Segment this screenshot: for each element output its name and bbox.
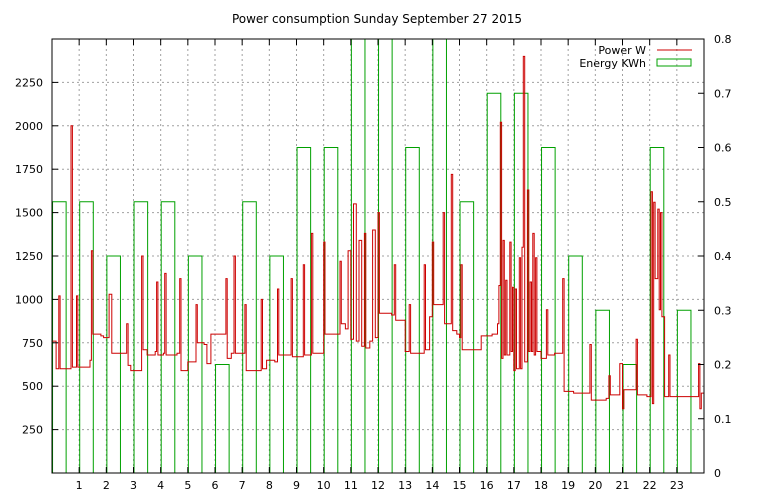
y-right-tick-label-0.1: 0.1: [714, 413, 732, 426]
x-tick-label-1: 1: [76, 479, 83, 492]
energy-bar-hour-16: [486, 92, 502, 474]
x-tick-label-18: 18: [534, 479, 548, 492]
y-right-tick-label-0.3: 0.3: [714, 304, 732, 317]
y-right-tick-label-0.8: 0.8: [714, 33, 732, 46]
x-tick-label-13: 13: [398, 479, 412, 492]
x-tick-label-16: 16: [480, 479, 494, 492]
x-tick-label-22: 22: [643, 479, 657, 492]
y-left-tick-label-1750: 1750: [15, 163, 43, 176]
legend: Power W Energy KWh: [579, 44, 692, 70]
x-tick-label-12: 12: [371, 479, 385, 492]
energy-bar-hour-19: [568, 255, 583, 474]
energy-bar-hour-5: [187, 255, 203, 474]
energy-bar-hour-6: [215, 364, 230, 474]
energy-bar-hour-4: [160, 201, 176, 474]
energy-bar-hour-9: [296, 147, 312, 474]
legend-label-power: Power W: [598, 44, 646, 57]
y-right-tick-label-0.7: 0.7: [714, 87, 732, 100]
x-tick-label-7: 7: [239, 479, 246, 492]
energy-bar-hour-10: [323, 147, 339, 474]
energy-bar-hour-17: [513, 92, 529, 474]
x-tick-label-11: 11: [344, 479, 358, 492]
y-right-tick-label-0.5: 0.5: [714, 196, 732, 209]
y-left-tick-label-500: 500: [22, 380, 43, 393]
y-axis-left-ticks: 250 500 750 1000 1250 1500 1750 2000 2250: [15, 76, 58, 437]
y-left-tick-label-750: 750: [22, 337, 43, 350]
x-tick-label-14: 14: [425, 479, 439, 492]
energy-bar-hour-13: [405, 147, 420, 474]
energy-bar-hour-21: [622, 364, 638, 474]
y-axis-right-ticks: 0 0.1 0.2 0.3 0.4 0.5 0.6 0.7 0.8: [698, 33, 732, 480]
x-tick-label-6: 6: [212, 479, 219, 492]
y-right-tick-label-0.4: 0.4: [714, 250, 732, 263]
power-series: [52, 55, 704, 410]
energy-bar-hour-2: [106, 255, 121, 474]
energy-bar-hour-12: [378, 38, 393, 474]
energy-bar-hour-20: [595, 309, 610, 474]
y-right-tick-label-0: 0: [714, 467, 721, 480]
power-line: [52, 55, 704, 410]
x-tick-label-23: 23: [670, 479, 684, 492]
x-tick-label-2: 2: [103, 479, 110, 492]
legend-label-energy: Energy KWh: [579, 57, 646, 70]
x-tick-label-10: 10: [317, 479, 331, 492]
x-tick-label-8: 8: [266, 479, 273, 492]
x-tick-label-20: 20: [588, 479, 602, 492]
y-left-tick-label-1250: 1250: [15, 250, 43, 263]
energy-bar-hour-18: [541, 147, 556, 474]
y-left-tick-label-250: 250: [22, 424, 43, 437]
x-tick-label-3: 3: [130, 479, 137, 492]
x-tick-label-17: 17: [507, 479, 521, 492]
y-left-tick-label-2250: 2250: [15, 76, 43, 89]
x-axis-ticks: 1 2 3 4 5 6 7 8 9 10 11 12 13 14 15 16 17 18 19 20 21 22 23: [76, 39, 684, 492]
x-tick-label-19: 19: [561, 479, 575, 492]
x-tick-label-21: 21: [616, 479, 630, 492]
energy-bar-hour-23: [676, 309, 692, 474]
y-left-tick-label-1000: 1000: [15, 293, 43, 306]
y-left-tick-label-1500: 1500: [15, 207, 43, 220]
chart-title: Power consumption Sunday September 27 20…: [232, 12, 522, 26]
x-tick-label-15: 15: [453, 479, 467, 492]
energy-bar-hour-0: [52, 201, 67, 474]
x-tick-label-9: 9: [293, 479, 300, 492]
energy-bar-hour-8: [269, 255, 284, 474]
energy-bar-hour-3: [133, 201, 149, 474]
x-tick-label-5: 5: [184, 479, 191, 492]
x-tick-label-4: 4: [157, 479, 164, 492]
y-left-tick-label-2000: 2000: [15, 120, 43, 133]
y-right-tick-label-0.6: 0.6: [714, 142, 732, 155]
legend-swatch-energy: [656, 58, 692, 67]
y-right-tick-label-0.2: 0.2: [714, 359, 732, 372]
